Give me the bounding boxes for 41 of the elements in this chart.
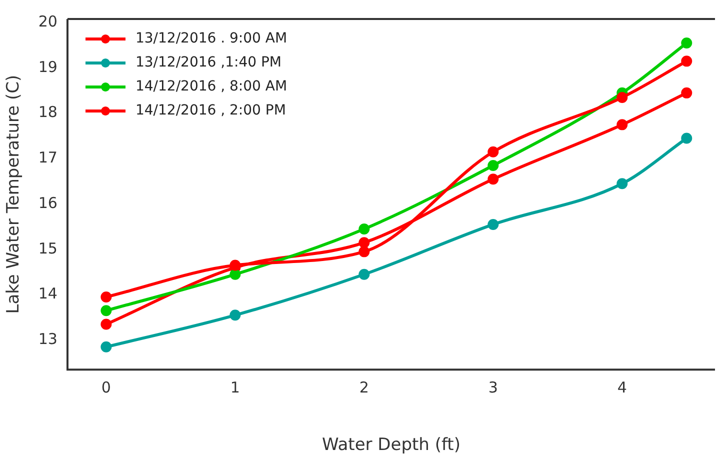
point xyxy=(358,268,370,280)
y-tick-label: 15 xyxy=(38,239,58,258)
y-tick-label: 19 xyxy=(38,58,58,76)
x-tick-label: 0 xyxy=(101,378,111,396)
x-tick-label: 2 xyxy=(359,378,369,396)
point xyxy=(358,237,370,248)
point xyxy=(358,246,370,258)
point xyxy=(230,268,241,280)
y-tick-label: 16 xyxy=(38,194,58,212)
point xyxy=(488,174,499,185)
point xyxy=(100,318,112,330)
y-tick-label: 17 xyxy=(38,148,58,167)
point xyxy=(616,92,628,103)
point xyxy=(681,87,692,98)
legend-label: 13/12/2016 ,1:40 PM xyxy=(135,54,282,71)
legend-label: 14/12/2016 , 8:00 AM xyxy=(135,78,288,95)
point xyxy=(681,38,692,49)
legend-label: 13/12/2016 . 9:00 AM xyxy=(135,30,288,47)
y-tick-label: 13 xyxy=(38,330,58,348)
x-tick-label: 3 xyxy=(488,378,498,396)
legend-label: 14/12/2016 , 2:00 PM xyxy=(135,102,286,119)
y-tick-label: 14 xyxy=(38,284,58,303)
y-tick-label: 20 xyxy=(38,12,58,31)
x-axis-title: Water Depth (ft) xyxy=(322,435,460,456)
point xyxy=(616,178,628,190)
point xyxy=(100,292,112,303)
point xyxy=(100,305,112,316)
point xyxy=(488,146,499,158)
point xyxy=(100,341,112,352)
point xyxy=(358,223,370,234)
point xyxy=(681,132,692,144)
point xyxy=(488,218,499,230)
x-tick-label: 1 xyxy=(230,378,240,396)
x-tick-label: 4 xyxy=(617,378,627,396)
point xyxy=(488,160,499,171)
point xyxy=(681,56,692,67)
point xyxy=(616,119,628,130)
y-axis-title: Lake Water Temperature (C) xyxy=(4,74,24,314)
point xyxy=(230,260,241,271)
y-tick-label: 18 xyxy=(38,103,58,122)
point xyxy=(230,310,241,321)
